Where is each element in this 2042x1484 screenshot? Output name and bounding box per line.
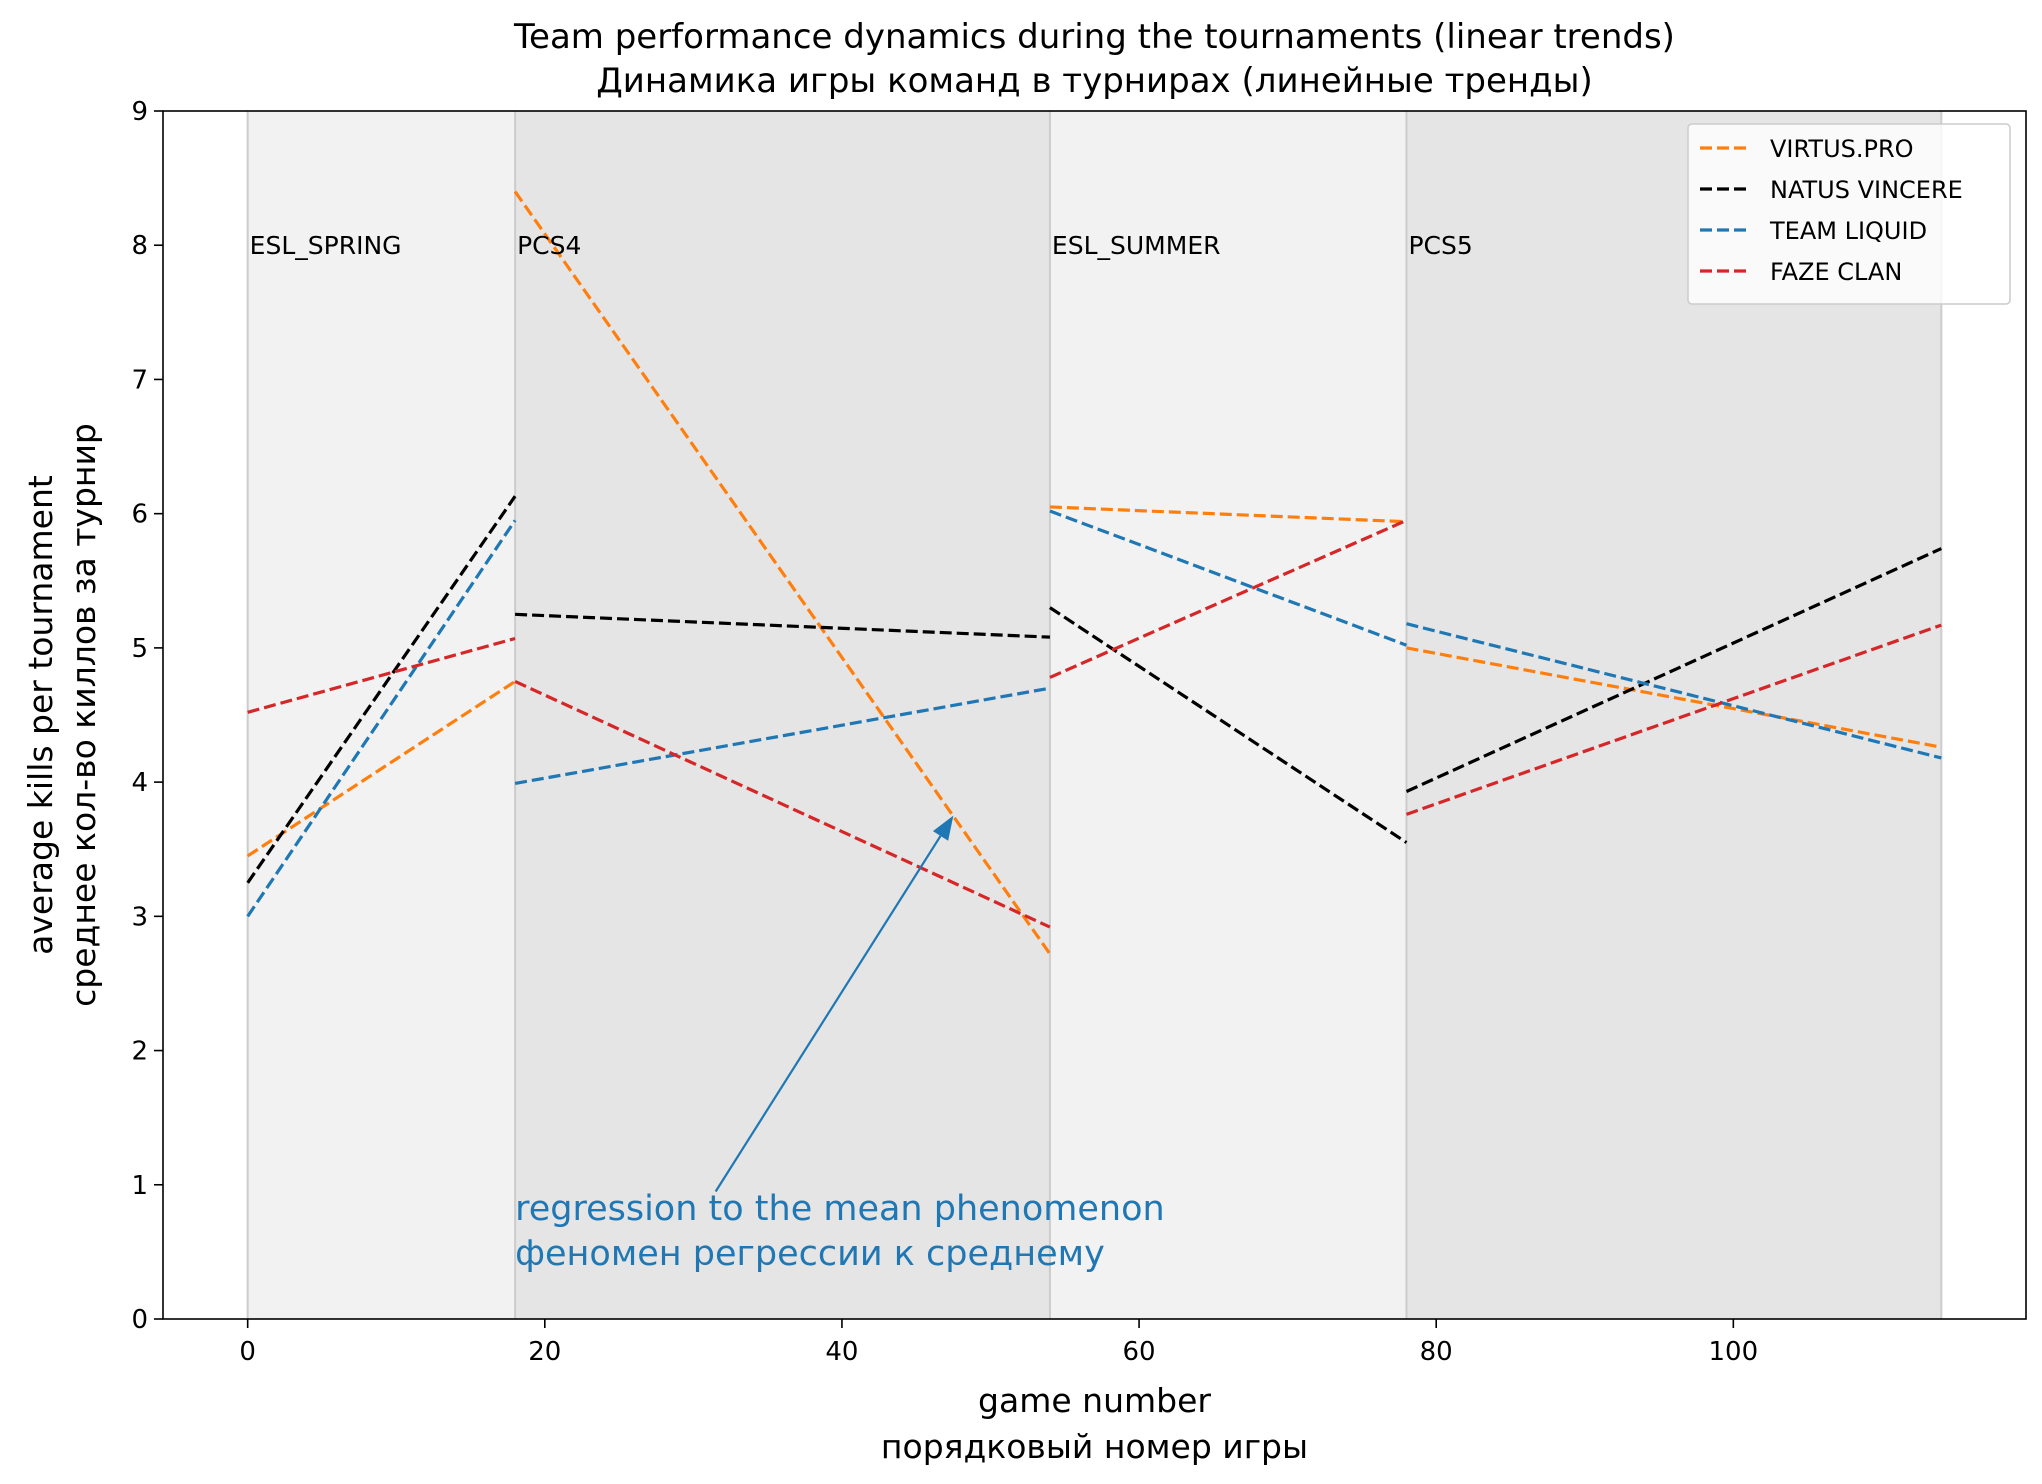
trend-segment [1049, 509, 1408, 647]
trend-segment [1049, 518, 1408, 679]
y-axis-ticks: 0 1 2 3 4 5 6 7 8 9 [131, 97, 163, 1335]
y-tick-label: 4 [131, 768, 148, 798]
tournament-label: PCS5 [1408, 231, 1472, 260]
x-tick-label: 0 [239, 1337, 256, 1367]
band-pcs5 [1406, 111, 1942, 1319]
trend-segment [514, 686, 1051, 786]
y-tick-label: 3 [131, 902, 148, 932]
tournament-labels: ESL_SPRING PCS4 ESL_SUMMER PCS5 [250, 231, 1473, 260]
y-tick-label: 8 [131, 231, 148, 261]
annotation-text-ru: феномен регрессии к среднему [515, 1234, 1105, 1274]
annotation-arrow-head [932, 815, 954, 841]
band-esl_spring [247, 111, 516, 1319]
trend-segment [246, 495, 517, 884]
y-tick-label: 1 [131, 1171, 148, 1201]
y-axis-label: average kills per tournament [21, 475, 60, 955]
trend-segment [1405, 623, 1942, 816]
y-axis-label-ru: среднее кол-во киллов за турнир [64, 423, 103, 1007]
trend-segment [513, 190, 1052, 955]
trend-segment [246, 519, 517, 918]
annotation-text-en: regression to the mean phenomenon [515, 1189, 1165, 1229]
y-tick-label: 9 [131, 97, 148, 127]
x-tick-label: 20 [528, 1337, 561, 1367]
trend-segment [246, 680, 516, 858]
band-esl_summer [1049, 111, 1407, 1319]
trend-lines [246, 190, 1942, 955]
trend-segment [1405, 547, 1942, 793]
y-tick-label: 2 [131, 1037, 148, 1067]
tournament-label: PCS4 [517, 231, 581, 260]
legend-label: TEAM LIQUID [1769, 217, 1927, 245]
y-tick-label: 7 [131, 365, 148, 395]
y-tick-label: 0 [131, 1305, 148, 1335]
x-axis-ticks: 0 20 40 60 80 100 [239, 1319, 1758, 1367]
annotation-arrow-line [714, 835, 942, 1193]
trend-segment [247, 636, 516, 714]
trend-segment [1049, 606, 1408, 844]
x-tick-label: 40 [825, 1337, 858, 1367]
trend-segment [1406, 622, 1942, 760]
tournament-bands [246, 111, 1943, 1319]
tournament-label: ESL_SPRING [250, 231, 402, 260]
annotation: regression to the mean phenomenon феноме… [515, 815, 1165, 1274]
x-tick-label: 60 [1123, 1337, 1156, 1367]
trend-segment [515, 612, 1050, 639]
x-axis-label-ru: порядковый номер игры [881, 1427, 1308, 1466]
chart-subtitle: Динамика игры команд в турнирах (линейны… [596, 61, 1593, 101]
legend-label: NATUS VINCERE [1770, 176, 1963, 204]
y-tick-label: 5 [131, 634, 148, 664]
legend-label: FAZE CLAN [1770, 258, 1902, 286]
trend-segment [514, 679, 1051, 929]
plot-frame [162, 110, 2027, 1320]
trend-segment [1406, 646, 1942, 749]
x-axis-label: game number [978, 1381, 1211, 1420]
tournament-label: ESL_SUMMER [1052, 231, 1221, 260]
band-pcs4 [515, 111, 1050, 1319]
trend-segment [1049, 505, 1407, 524]
legend: VIRTUS.PRO NATUS VINCERE TEAM LIQUID FAZE C… [1687, 123, 2011, 305]
x-tick-label: 100 [1709, 1337, 1759, 1367]
legend-box [1687, 123, 2011, 305]
chart-title: Team performance dynamics during the tou… [513, 17, 1675, 57]
legend-label: VIRTUS.PRO [1770, 135, 1914, 163]
y-tick-label: 6 [131, 500, 148, 530]
x-tick-label: 80 [1420, 1337, 1453, 1367]
